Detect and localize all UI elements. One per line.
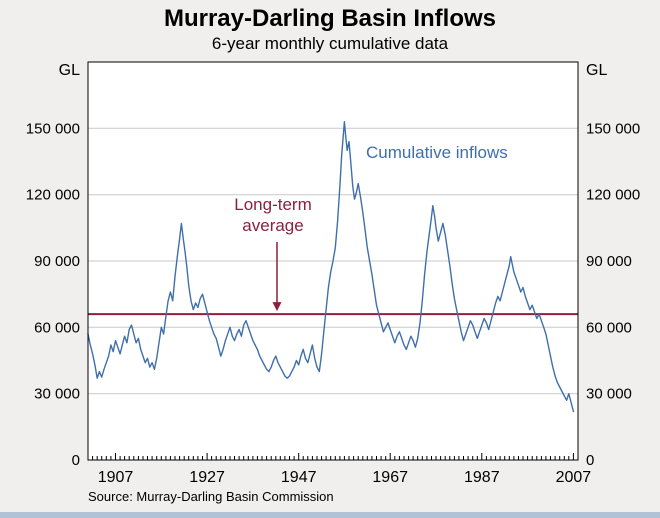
series-label-cumulative-inflows: Cumulative inflows [366, 143, 508, 162]
y-tick-label-right: 30 000 [586, 386, 632, 403]
y-axis-unit-left: GL [58, 62, 80, 79]
average-line-label-line1: Long-term [234, 195, 312, 214]
y-tick-label-right: 90 000 [586, 253, 632, 270]
x-tick-label: 1987 [464, 469, 500, 486]
y-tick-label-left: 120 000 [26, 187, 80, 204]
plot-frame [87, 61, 579, 461]
x-tick-label: 2007 [556, 469, 592, 486]
x-tick-label: 1907 [98, 469, 134, 486]
y-tick-label-left: 0 [72, 452, 80, 469]
footer-strip [0, 512, 660, 518]
x-tick-label: 1947 [281, 469, 317, 486]
x-tick-label: 1927 [189, 469, 225, 486]
series-line-cumulative-inflows [87, 120, 575, 413]
chart-subtitle: 6-year monthly cumulative data [211, 34, 449, 53]
average-line-label-line2: average [242, 216, 304, 235]
source-note: Source: Murray-Darling Basin Commission [88, 489, 334, 504]
y-tick-label-right: 0 [586, 452, 594, 469]
x-tick-label: 1967 [372, 469, 408, 486]
y-tick-label-left: 90 000 [34, 253, 80, 270]
average-line-label: Long-term average [205, 194, 341, 236]
y-tick-label-left: 150 000 [26, 120, 80, 137]
y-tick-label-right: 120 000 [586, 187, 640, 204]
average-annotation-arrow-head [272, 302, 282, 312]
y-tick-label-left: 60 000 [34, 319, 80, 336]
y-tick-label-right: 150 000 [586, 120, 640, 137]
y-tick-label-left: 30 000 [34, 386, 80, 403]
y-tick-label-right: 60 000 [586, 319, 632, 336]
chart-title: Murray-Darling Basin Inflows [163, 5, 497, 32]
y-axis-unit-right: GL [586, 62, 608, 79]
